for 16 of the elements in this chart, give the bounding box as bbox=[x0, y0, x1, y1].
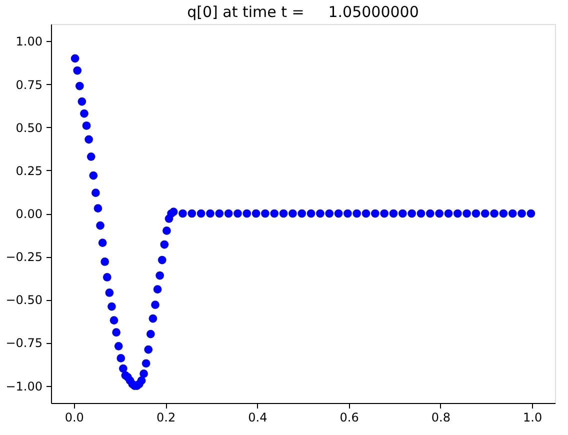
x-tick-label: 0.2 bbox=[156, 410, 176, 424]
y-tick-label: −0.25 bbox=[6, 250, 42, 264]
chart-title: q[0] at time t = 1.05000000 bbox=[187, 3, 419, 21]
x-tick-label: 0.0 bbox=[64, 410, 84, 424]
x-tick-label: 1.0 bbox=[523, 410, 542, 424]
y-tick-label: 0.75 bbox=[16, 78, 42, 92]
x-tick-label: 0.4 bbox=[248, 410, 268, 424]
y-tick-label: 0.00 bbox=[16, 207, 42, 221]
y-tick-label: 0.25 bbox=[16, 164, 42, 178]
x-tick-label: 0.6 bbox=[340, 410, 359, 424]
y-tick-label: −1.00 bbox=[6, 379, 42, 394]
y-tick-label: −0.75 bbox=[6, 336, 42, 350]
y-tick-label: 0.50 bbox=[16, 120, 42, 135]
y-tick-label: 1.00 bbox=[16, 34, 42, 49]
y-tick-label: −0.50 bbox=[6, 293, 42, 308]
x-tick-label: 0.8 bbox=[431, 410, 450, 424]
